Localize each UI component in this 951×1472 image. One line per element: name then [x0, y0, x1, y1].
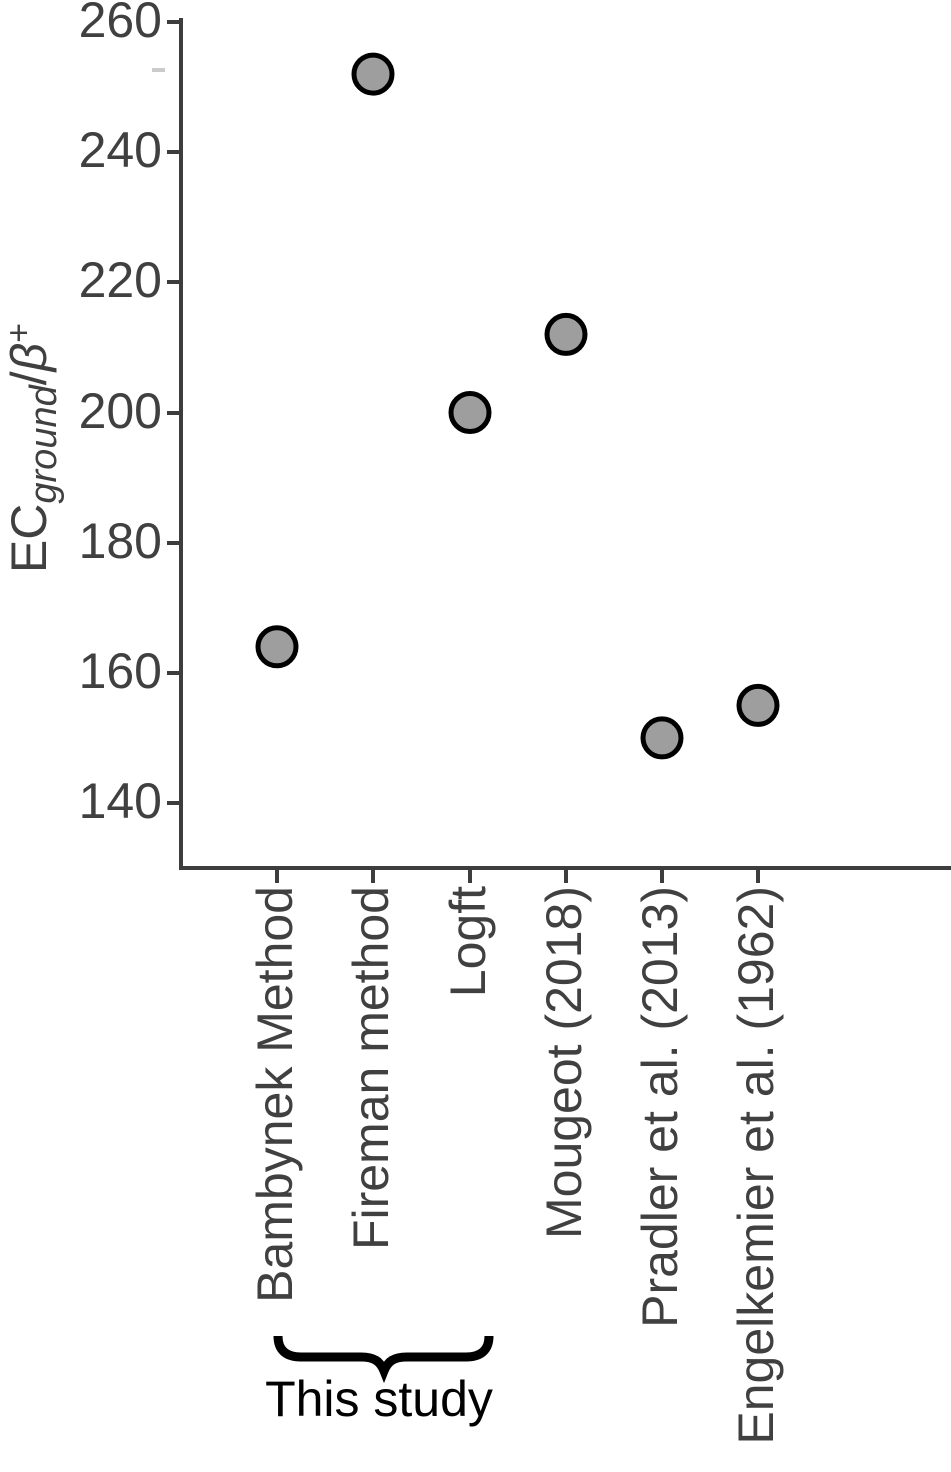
- x-axis-line: [179, 866, 951, 870]
- y-tick-label: 240: [78, 122, 162, 179]
- x-axis-tick: [371, 870, 375, 883]
- x-axis-tick: [468, 870, 472, 883]
- data-point-marker: [544, 312, 588, 356]
- y-axis-tick: [167, 20, 180, 24]
- y-tick-label: 220: [78, 252, 162, 309]
- x-axis-tick: [756, 870, 760, 883]
- y-tick-label: 160: [78, 642, 162, 699]
- y-tick-label: 140: [78, 773, 162, 829]
- y-tick-label: 180: [78, 512, 162, 569]
- y-tick-label: 200: [78, 382, 162, 439]
- y-tick-label: 260: [78, 0, 162, 48]
- data-point-marker: [448, 391, 492, 434]
- data-point-marker: [640, 716, 684, 760]
- y-axis-tick: [167, 801, 180, 805]
- y-axis-tick: [167, 670, 180, 675]
- data-point-marker: [736, 683, 780, 727]
- x-axis-tick: [660, 870, 664, 883]
- y-axis-tick: [167, 540, 180, 545]
- y-axis-tick: [167, 150, 180, 155]
- y-axis-minor-tick: [152, 68, 165, 72]
- x-axis-tick: [564, 870, 568, 883]
- curly-brace: [273, 1335, 494, 1384]
- y-axis-line: [179, 18, 183, 870]
- data-point-marker: [255, 625, 299, 669]
- x-axis-tick: [275, 870, 279, 883]
- this-study-annotation: This study: [265, 1371, 493, 1427]
- y-axis-tick: [167, 280, 180, 285]
- y-axis-tick: [167, 410, 180, 415]
- data-point-marker: [351, 52, 395, 96]
